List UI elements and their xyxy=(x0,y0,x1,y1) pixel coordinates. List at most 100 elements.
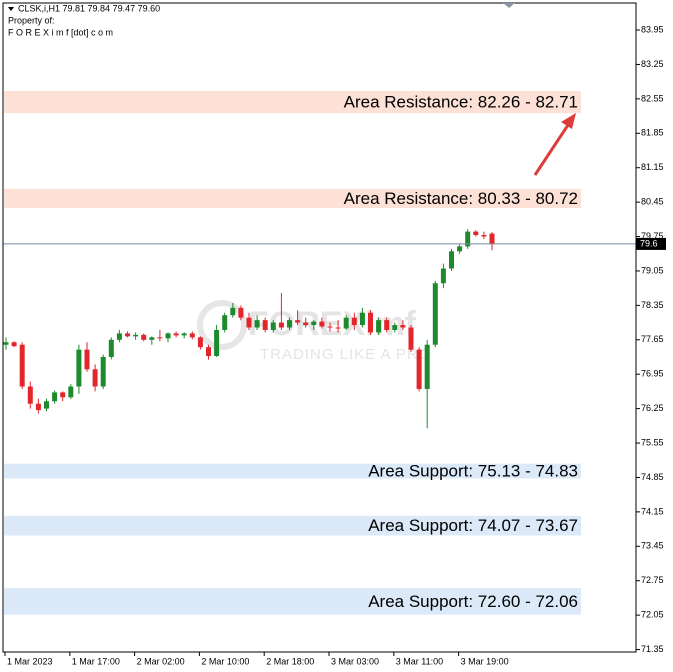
candle-body xyxy=(432,283,438,345)
candle-body xyxy=(278,322,284,328)
candle-body xyxy=(473,231,479,236)
candle-body xyxy=(197,337,203,348)
y-tick-label: 79.75 xyxy=(641,231,664,241)
zone-label: Area Resistance: 80.33 - 80.72 xyxy=(344,189,578,208)
candle-body xyxy=(214,329,220,357)
y-tick-label: 72.75 xyxy=(641,575,664,585)
candle-body xyxy=(181,333,187,336)
y-tick-label: 80.45 xyxy=(641,197,664,207)
x-tick-label: 3 Mar 11:00 xyxy=(396,656,443,666)
candle-body xyxy=(343,317,349,329)
candle-body xyxy=(173,333,179,336)
price-tag xyxy=(636,237,666,250)
zone-label: Area Support: 74.07 - 73.67 xyxy=(368,516,578,535)
candle-body xyxy=(295,320,301,323)
candle-body xyxy=(11,342,17,347)
subtitle: F O R E X i m f [dot] c o m xyxy=(8,27,113,37)
candle-body xyxy=(384,320,390,330)
zone-band xyxy=(4,91,581,114)
plot-frame xyxy=(2,2,637,653)
y-tick-label: 74.85 xyxy=(641,472,664,482)
y-tick-label: 79.05 xyxy=(641,265,664,275)
x-tick-label: 2 Mar 18:00 xyxy=(266,656,314,666)
y-tick-label: 78.35 xyxy=(641,300,664,310)
candle-body xyxy=(481,235,487,237)
candle-body xyxy=(157,337,163,339)
candle-body xyxy=(76,349,82,387)
candle-body xyxy=(3,342,9,345)
candle-body xyxy=(108,339,114,357)
candle-body xyxy=(287,320,292,328)
arrow-line xyxy=(533,121,572,176)
candle-body xyxy=(116,333,122,340)
candle-body xyxy=(440,268,446,284)
candle-body xyxy=(100,357,106,387)
shift-marker xyxy=(503,3,515,8)
candle-body xyxy=(376,320,382,333)
x-tick-label: 3 Mar 19:00 xyxy=(461,656,509,666)
zone-label: Area Support: 75.13 - 74.83 xyxy=(368,462,578,481)
candle-body xyxy=(351,317,357,326)
candle-body xyxy=(92,369,98,387)
y-tick-label: 81.85 xyxy=(641,128,664,138)
candle-body xyxy=(489,233,495,244)
candle-body xyxy=(335,327,341,329)
candle-body xyxy=(327,326,333,328)
arrow-head xyxy=(561,113,576,129)
candle-body xyxy=(319,321,325,327)
menu-triangle xyxy=(8,7,14,11)
subtitle: Property of: xyxy=(8,15,55,25)
candle-body xyxy=(311,321,317,326)
candle-body xyxy=(125,333,130,337)
y-tick-label: 72.05 xyxy=(641,610,664,620)
x-tick-label: 3 Mar 03:00 xyxy=(331,656,379,666)
zone-label: Area Resistance: 82.26 - 82.71 xyxy=(344,93,578,112)
chart-title: CLSK,i,H1 79.81 79.84 79.47 79.60 xyxy=(18,3,160,13)
candle-body xyxy=(424,344,430,389)
zone-band xyxy=(4,588,581,615)
watermark-slogan: TRADING LIKE A PRO xyxy=(260,346,431,363)
candle-body xyxy=(254,320,260,328)
y-tick-label: 81.15 xyxy=(641,162,664,172)
candle-body xyxy=(189,333,195,338)
candle-body xyxy=(400,325,406,328)
y-tick-label: 71.35 xyxy=(641,644,664,654)
candle-body xyxy=(19,344,25,387)
y-tick-label: 83.95 xyxy=(641,24,664,34)
x-tick-label: 1 Mar 17:00 xyxy=(72,656,120,666)
candle-body xyxy=(359,312,365,326)
candle-body xyxy=(416,349,422,389)
candle-body xyxy=(262,320,268,330)
candle-body xyxy=(149,337,155,340)
candle-body xyxy=(165,333,171,339)
y-tick-label: 82.55 xyxy=(641,93,664,103)
plot xyxy=(3,229,636,429)
candle-body xyxy=(238,307,244,318)
candle-body xyxy=(133,334,139,337)
candle-body xyxy=(449,251,454,269)
candle-body xyxy=(141,334,147,340)
candle-body xyxy=(457,246,463,252)
y-tick-label: 73.45 xyxy=(641,541,664,551)
y-tick-label: 77.65 xyxy=(641,334,664,344)
y-tick-label: 83.25 xyxy=(641,59,664,69)
candle-body xyxy=(52,392,58,402)
candle-body xyxy=(408,327,414,350)
candle-body xyxy=(368,312,373,333)
candle-body xyxy=(230,307,236,316)
watermark-logo xyxy=(197,300,247,350)
x-tick-label: 2 Mar 02:00 xyxy=(137,656,185,666)
zone-band xyxy=(4,515,581,536)
y-tick-label: 76.95 xyxy=(641,369,664,379)
zone-label: Area Support: 72.60 - 72.06 xyxy=(368,592,578,611)
zone-band xyxy=(4,188,581,209)
candle-body xyxy=(465,231,471,247)
price-tag-label: 79.6 xyxy=(640,238,658,248)
candle-body xyxy=(44,401,49,409)
candle-body xyxy=(68,386,74,398)
candle-body xyxy=(222,315,228,330)
y-tick-label: 76.25 xyxy=(641,403,664,413)
candle-body xyxy=(392,325,398,330)
candle-body xyxy=(35,403,41,411)
